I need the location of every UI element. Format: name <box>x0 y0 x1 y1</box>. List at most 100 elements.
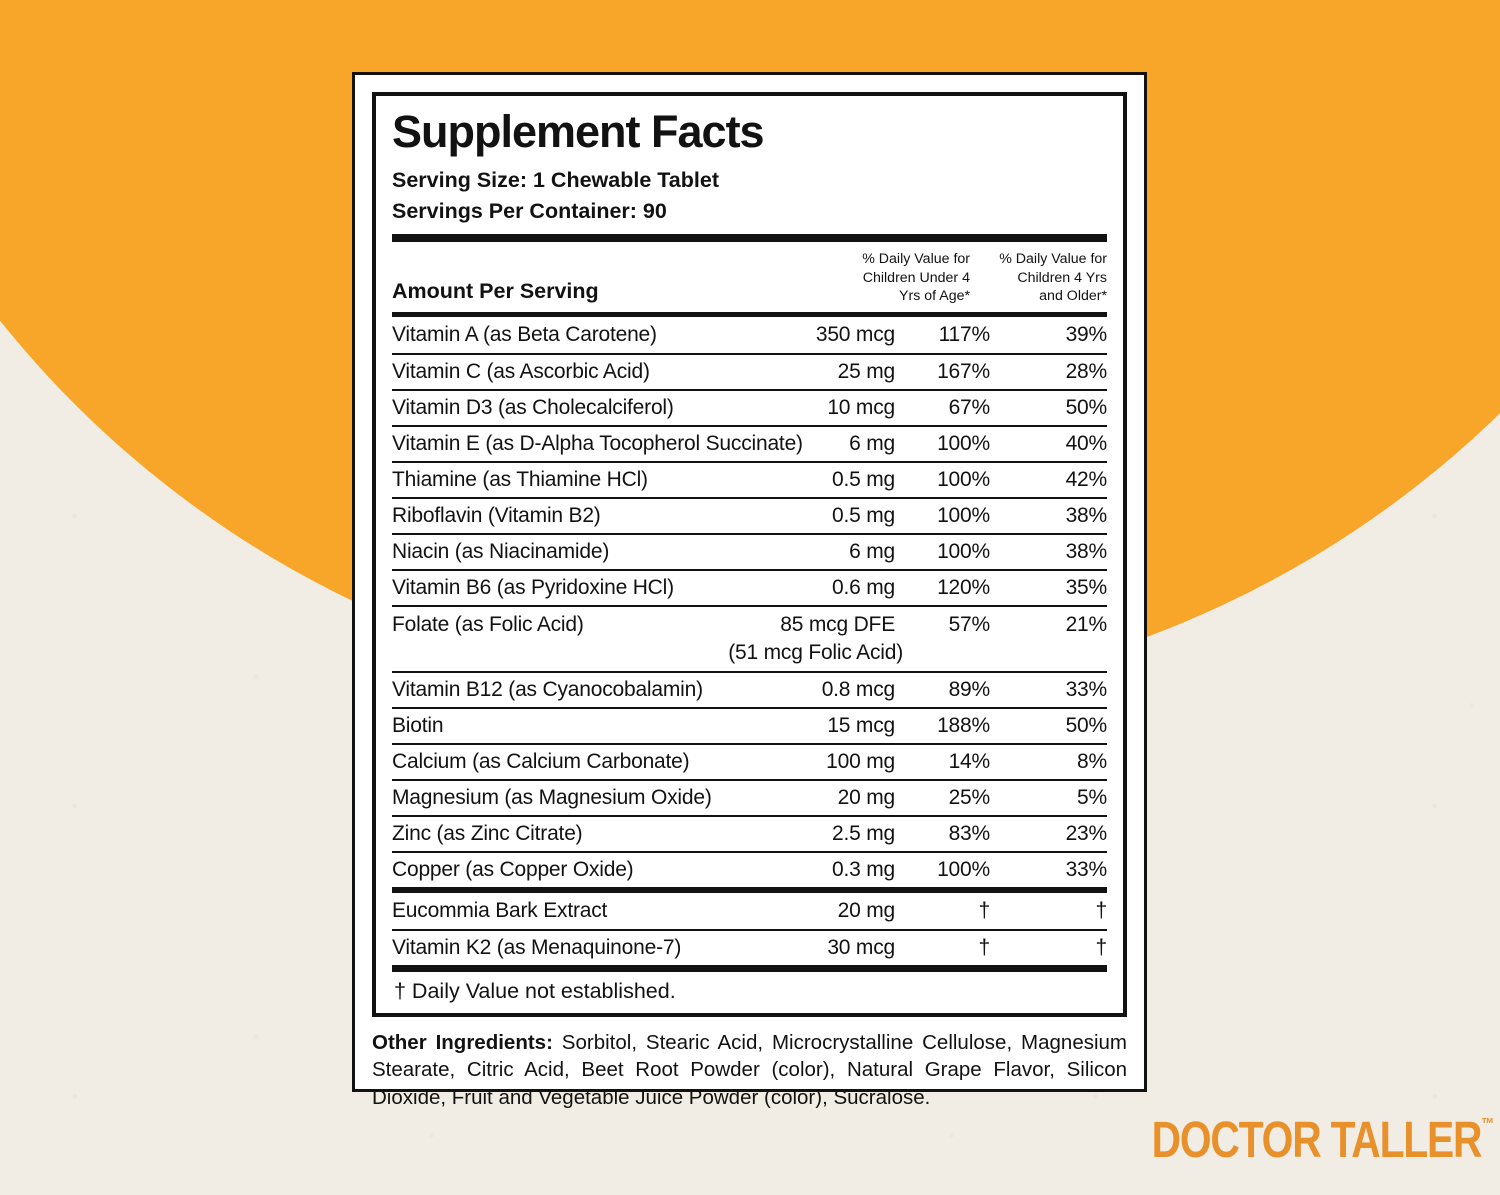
amount-per-serving-header: Amount Per Serving <box>392 278 599 303</box>
serving-size-line: Serving Size: 1 Chewable Tablet <box>392 167 719 192</box>
table-row: Riboflavin (Vitamin B2) 0.5 mg 100% 38% <box>392 496 1108 533</box>
nutrient-name: Vitamin D3 (as Cholecalciferol) <box>392 395 674 419</box>
dv-under4-value: 57% <box>948 612 991 636</box>
dv-4plus-value: † <box>1095 936 1108 960</box>
dv-under4-value: † <box>978 936 991 960</box>
nutrient-name: Folate (as Folic Acid) <box>392 612 584 636</box>
trademark-symbol: ™ <box>1481 1116 1494 1133</box>
table-row: Zinc (as Zinc Citrate) 2.5 mg 83% 23% <box>392 814 1108 851</box>
nutrient-name: Thiamine (as Thiamine HCl) <box>392 467 648 491</box>
table-row: Thiamine (as Thiamine HCl) 0.5 mg 100% 4… <box>392 460 1108 497</box>
dv-header-under4: % Daily Value for Children Under 4 Yrs o… <box>862 251 970 305</box>
brand-logo: DOCTOR TALLER™ <box>1152 1110 1494 1169</box>
dv-4plus-value: 8% <box>1077 750 1107 774</box>
dv-under4-value: 100% <box>937 431 990 455</box>
nutrient-amount: 0.3 mg <box>832 858 895 882</box>
dv-4plus-value: 50% <box>1065 395 1108 419</box>
table-row: Vitamin E (as D-Alpha Tocopherol Succina… <box>392 424 1108 461</box>
dv-4plus-value: 33% <box>1065 678 1108 702</box>
table-row: Magnesium (as Magnesium Oxide) 20 mg 25%… <box>392 778 1107 815</box>
supplement-facts-panel: Supplement Facts Serving Size: 1 Chewabl… <box>352 72 1147 1109</box>
dv-header-4plus: % Daily Value for Children 4 Yrs and Old… <box>999 251 1107 305</box>
dv-under4-value: 100% <box>937 503 990 527</box>
nutrient-name: Magnesium (as Magnesium Oxide) <box>392 786 712 810</box>
dv-4plus-value: 33% <box>1065 858 1108 882</box>
dv-4plus-value: 39% <box>1065 322 1108 346</box>
nutrient-amount: 0.5 mg <box>832 503 895 527</box>
nutrient-name: Eucommia Bark Extract <box>392 899 608 923</box>
thick-rule <box>392 234 1107 243</box>
supplement-facts-box: Supplement Facts Serving Size: 1 Chewabl… <box>372 92 1127 1017</box>
nutrient-amount: 2.5 mg <box>832 822 895 846</box>
thick-rule <box>392 886 1107 893</box>
dv-4plus-value: 5% <box>1077 786 1107 810</box>
dv-4plus-value: 23% <box>1065 822 1108 846</box>
nutrient-amount: 20 mg <box>837 786 896 810</box>
dv-under4-value: 120% <box>937 575 990 599</box>
dv-under4-value: 117% <box>938 322 991 346</box>
nutrient-name: Biotin <box>392 714 444 738</box>
dv-under4-value: 167% <box>937 359 990 383</box>
table-row: Vitamin B6 (as Pyridoxine HCl) 0.6 mg 12… <box>392 568 1108 605</box>
folate-note: (51 mcg Folic Acid) <box>728 640 903 664</box>
table-row: Vitamin D3 (as Cholecalciferol) 10 mcg 6… <box>392 388 1108 425</box>
nutrient-name: Zinc (as Zinc Citrate) <box>392 822 583 846</box>
dv-4plus-value: † <box>1095 899 1108 923</box>
dv-under4-value: 188% <box>937 714 990 738</box>
dv-4plus-value: 21% <box>1065 612 1108 636</box>
other-ingredients-text: Sorbitol, Stearic Acid, Microcrystalline… <box>372 1030 1128 1109</box>
nutrient-amount: 0.6 mg <box>832 575 895 599</box>
table-row: Biotin 15 mcg 188% 50% <box>392 706 1108 743</box>
column-header-row: Amount Per Serving % Daily Value for Chi… <box>392 242 1107 311</box>
table-row: Eucommia Bark Extract 20 mg † † <box>392 893 1107 929</box>
dv-4plus-value: 35% <box>1065 575 1108 599</box>
nutrient-name: Vitamin A (as Beta Carotene) <box>392 322 657 346</box>
nutrient-amount: 85 mcg DFE <box>780 612 895 636</box>
thick-rule <box>392 311 1107 317</box>
dv-under4-value: 83% <box>948 822 991 846</box>
thick-rule <box>392 964 1107 972</box>
dv-4plus-value: 50% <box>1065 714 1108 738</box>
dv-4plus-value: 38% <box>1065 503 1108 527</box>
nutrient-amount: 6 mg <box>849 431 895 455</box>
other-ingredients-label: Other Ingredients: <box>372 1030 553 1054</box>
nutrient-amount: 10 mcg <box>827 395 895 419</box>
nutrient-amount: 20 mg <box>837 899 896 923</box>
dv-under4-value: 67% <box>948 395 991 419</box>
dv-4plus-value: 28% <box>1065 359 1108 383</box>
facts-title: Supplement Facts <box>392 106 765 157</box>
nutrient-amount: 350 mcg <box>815 322 895 346</box>
table-row: Copper (as Copper Oxide) 0.3 mg 100% 33% <box>392 850 1108 887</box>
nutrient-name: Niacin (as Niacinamide) <box>392 539 610 563</box>
dv-4plus-value: 40% <box>1065 431 1108 455</box>
nutrient-amount: 0.5 mg <box>832 467 895 491</box>
dv-under4-value: 14% <box>948 750 991 774</box>
other-ingredients: Other Ingredients: Sorbitol, Stearic Aci… <box>372 1029 1127 1111</box>
dv-4plus-value: 42% <box>1065 467 1108 491</box>
dv-under4-value: 100% <box>937 858 990 882</box>
table-row: Vitamin K2 (as Menaquinone-7) 30 mcg † † <box>392 928 1108 965</box>
nutrient-name: Vitamin K2 (as Menaquinone-7) <box>392 936 682 960</box>
nutrient-amount: 6 mg <box>849 539 895 563</box>
nutrient-amount: 30 mcg <box>827 936 895 960</box>
dv-under4-value: 100% <box>937 467 990 491</box>
table-row: Calcium (as Calcium Carbonate) 100 mg 14… <box>392 742 1107 779</box>
servings-per-container-line: Servings Per Container: 90 <box>392 199 667 224</box>
daily-value-footnote: † Daily Value not established. <box>394 978 676 1003</box>
nutrient-name: Calcium (as Calcium Carbonate) <box>392 750 690 774</box>
nutrient-name: Copper (as Copper Oxide) <box>392 858 634 882</box>
nutrient-name: Riboflavin (Vitamin B2) <box>392 503 601 527</box>
nutrient-amount: 25 mg <box>837 359 896 383</box>
nutrient-name: Vitamin B12 (as Cyanocobalamin) <box>392 678 703 702</box>
brand-logo-text: DOCTOR TALLER <box>1151 1111 1483 1168</box>
nutrient-amount: 100 mg <box>826 750 895 774</box>
table-row: Vitamin A (as Beta Carotene) 350 mcg 117… <box>392 317 1107 353</box>
nutrient-name: Vitamin B6 (as Pyridoxine HCl) <box>392 575 674 599</box>
table-row: Vitamin B12 (as Cyanocobalamin) 0.8 mcg … <box>392 670 1108 707</box>
nutrient-amount: 0.8 mcg <box>821 678 896 702</box>
nutrient-name: Vitamin E (as D-Alpha Tocopherol Succina… <box>392 431 803 455</box>
dv-4plus-value: 38% <box>1065 539 1108 563</box>
dv-under4-value: 89% <box>948 678 991 702</box>
table-row: Folate (as Folic Acid) 85 mcg DFE 57% 21… <box>392 604 1108 671</box>
